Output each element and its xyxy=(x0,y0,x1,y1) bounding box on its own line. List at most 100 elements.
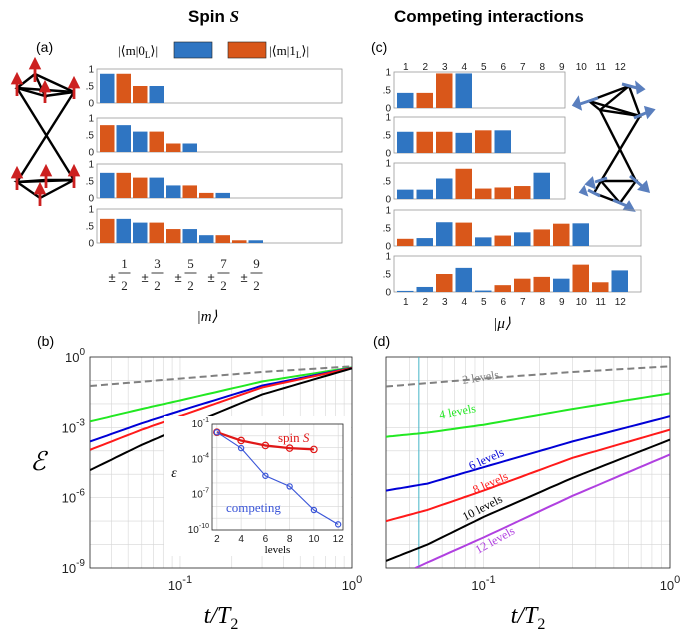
bar xyxy=(475,130,492,153)
panel-label-d: (d) xyxy=(373,333,390,349)
y-tick-label: 1 xyxy=(385,252,391,263)
x-tick-label: ±1 2 xyxy=(109,256,131,293)
x-tick-prefix: ± xyxy=(208,270,215,285)
inset-point xyxy=(310,506,318,514)
inset-x-tick-label: 4 xyxy=(238,534,244,545)
bar xyxy=(248,240,263,243)
top-tick-label: 7 xyxy=(520,62,526,73)
bar xyxy=(611,270,628,292)
x-tick-denominator: 2 xyxy=(253,278,260,293)
inset-point xyxy=(237,444,245,452)
bar xyxy=(533,172,550,199)
top-tick-label: 5 xyxy=(481,62,487,73)
inset-x-tick-label: 10 xyxy=(308,534,320,545)
bottom-tick-label: 2 xyxy=(422,297,428,308)
bottom-tick-label: 12 xyxy=(615,297,627,308)
bar xyxy=(455,73,472,108)
bar-chart-c: 1 2 3 4 5 6 7 8 9 10 11 121.501.501.501.501.501 2 3 4 5… xyxy=(383,62,642,332)
x-tick-numerator: 7 xyxy=(220,256,227,271)
bar xyxy=(100,125,115,152)
subplot-frame xyxy=(96,68,343,104)
bar xyxy=(514,278,531,292)
x-tick-label: ±9 2 xyxy=(241,256,263,293)
bar xyxy=(100,73,115,103)
bar xyxy=(116,125,131,152)
y-tick-label: .5 xyxy=(383,270,392,281)
bar xyxy=(182,143,197,152)
bar xyxy=(149,86,164,103)
y-tick-label: 0 xyxy=(385,149,391,160)
bar xyxy=(100,218,115,243)
y-tick-label: 0 xyxy=(385,242,391,253)
inset-point xyxy=(310,445,318,454)
bar xyxy=(397,131,414,153)
bar xyxy=(475,188,492,199)
panel-label-a: (a) xyxy=(36,39,53,55)
bar xyxy=(514,232,531,246)
right-title: Competing interactions xyxy=(394,7,584,26)
bar xyxy=(215,235,230,243)
bar xyxy=(199,192,214,198)
top-tick-label: 1 xyxy=(403,62,409,73)
y-tick-label: 0 xyxy=(88,148,94,159)
y-tick-label: 1 xyxy=(88,160,94,171)
y-tick-label: 1 xyxy=(88,205,94,216)
bar xyxy=(166,229,181,243)
top-tick-label: 8 xyxy=(539,62,545,73)
bar xyxy=(416,286,433,292)
y-tick-label: .5 xyxy=(383,86,392,97)
bar-chart-a: 1.501.501.501.50±12±32±52±72±92|m⟩ xyxy=(86,65,343,325)
bottom-tick-label: 8 xyxy=(539,297,545,308)
x-tick-numerator: 9 xyxy=(253,256,260,271)
inset-point xyxy=(285,444,294,452)
bar xyxy=(416,238,433,246)
bar xyxy=(397,189,414,199)
legend-blue-label: |⟨m|0L⟩| xyxy=(118,43,158,60)
top-tick-label: 12 xyxy=(615,62,627,73)
bar xyxy=(116,172,131,198)
y-tick-label: .5 xyxy=(86,177,95,188)
x-tick-label: ±7 2 xyxy=(208,256,230,293)
series-line xyxy=(90,366,352,443)
inset-y-axis-label: ε xyxy=(171,466,177,481)
y-tick-label: .5 xyxy=(86,131,95,142)
x-axis-label: |μ⟩ xyxy=(493,316,511,332)
bar xyxy=(166,143,181,152)
inset-point xyxy=(213,429,221,436)
x-axis-label: t/T2 xyxy=(204,603,239,633)
bar xyxy=(116,218,131,243)
bar xyxy=(133,131,148,152)
series-label: 6 levels xyxy=(467,445,507,473)
series-line xyxy=(386,438,670,562)
bar xyxy=(475,237,492,246)
top-tick-label: 2 xyxy=(422,62,428,73)
inset-y-tick-label: 10-1 xyxy=(192,417,209,430)
bottom-tick-label: 10 xyxy=(576,297,588,308)
bar xyxy=(416,131,433,153)
x-tick-label: ±5 2 xyxy=(175,256,197,293)
y-tick-label: 1 xyxy=(88,114,94,125)
y-tick-label: 10-9 xyxy=(62,558,86,576)
bar xyxy=(494,235,511,246)
plot-frame xyxy=(89,356,353,569)
bottom-tick-label: 7 xyxy=(520,297,526,308)
subplot-frame xyxy=(393,71,566,109)
series-line xyxy=(386,415,670,492)
inset-x-tick-label: 2 xyxy=(214,534,220,545)
series-line xyxy=(386,392,670,438)
top-tick-label: 3 xyxy=(442,62,448,73)
y-tick-label: 0 xyxy=(385,288,391,299)
y-tick-label: .5 xyxy=(383,224,392,235)
bar xyxy=(436,73,453,108)
bar xyxy=(475,290,492,292)
bar xyxy=(572,264,589,292)
bottom-tick-label: 9 xyxy=(559,297,565,308)
bottom-tick-label: 6 xyxy=(500,297,506,308)
x-tick-label: 10-1 xyxy=(168,574,192,593)
bar xyxy=(455,267,472,292)
series-label: 12 levels xyxy=(473,523,518,556)
y-tick-label: 1 xyxy=(385,159,391,170)
inset-point xyxy=(286,483,293,490)
x-tick-numerator: 5 xyxy=(187,256,194,271)
